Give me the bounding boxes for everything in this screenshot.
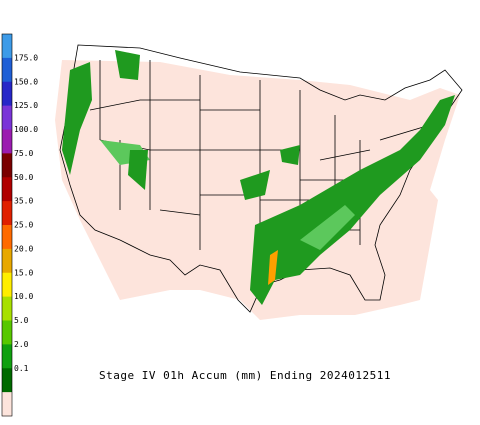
legend-swatch: [2, 105, 12, 130]
legend-label: 0.1: [14, 364, 29, 373]
legend-swatch: [2, 272, 12, 298]
legend-label: 15.0: [14, 268, 33, 277]
legend-frame: [1, 33, 13, 417]
legend-label: 10.0: [14, 292, 33, 301]
legend-label: 50.0: [14, 173, 33, 182]
legend-swatch: [2, 225, 12, 250]
precip-areas: [62, 50, 455, 305]
legend-label: 100.0: [14, 125, 38, 134]
legend-swatch: [2, 248, 12, 274]
legend-swatch: [2, 81, 12, 107]
legend-swatch: [2, 296, 12, 321]
legend-swatch: [2, 201, 12, 226]
legend-label: 5.0: [14, 316, 29, 325]
legend-swatch: [2, 129, 12, 154]
legend-swatch: [2, 368, 12, 393]
country-outline: [59, 44, 463, 313]
legend-swatch: [2, 34, 12, 59]
legend-label: 125.0: [14, 101, 38, 110]
legend-label: 20.0: [14, 244, 33, 253]
legend-swatch: [2, 344, 12, 369]
legend-swatch: [2, 320, 12, 345]
legend-label: 175.0: [14, 53, 38, 62]
legend-swatch: [2, 177, 12, 202]
legend-label: 35.0: [14, 197, 33, 206]
legend-swatch: [2, 392, 12, 417]
legend-label: 2.0: [14, 340, 29, 349]
legend-label: 75.0: [14, 149, 33, 158]
legend-swatch: [2, 57, 12, 83]
legend-swatch: [2, 153, 12, 178]
map-title: Stage IV 01h Accum (mm) Ending 202401251…: [99, 369, 391, 382]
legend-label: 150.0: [14, 77, 38, 86]
legend-label: 25.0: [14, 221, 33, 230]
